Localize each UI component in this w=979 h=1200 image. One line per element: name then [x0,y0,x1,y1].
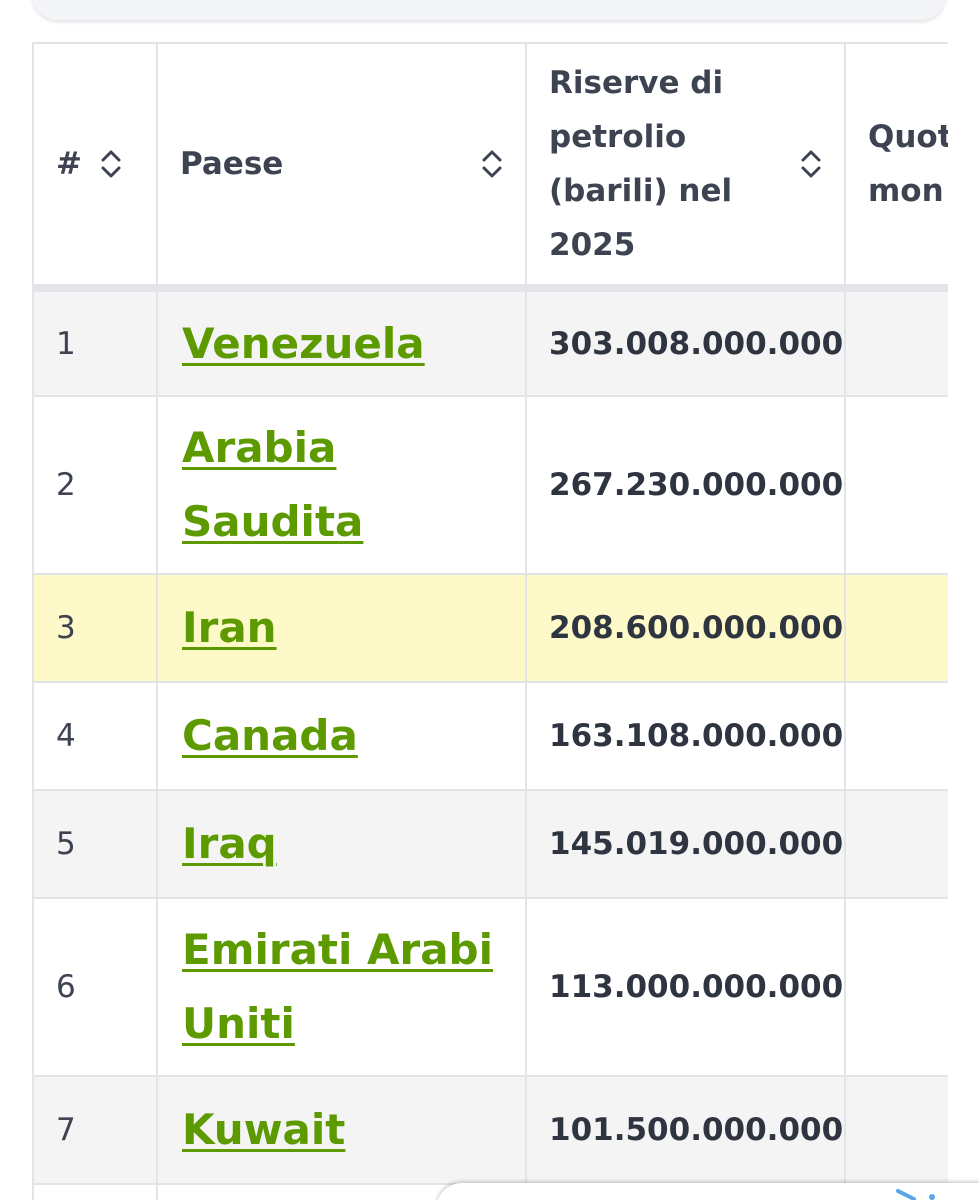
country-link[interactable]: Venezuela [182,318,425,368]
row-share [845,574,948,683]
row-reserves: 267.230.000.000 [526,396,846,575]
row-share [845,898,948,1077]
sort-updown-icon[interactable] [800,147,822,181]
header-share[interactable]: Quota mon [845,44,948,292]
row-share [845,396,948,575]
table-scroll-container[interactable]: # Paese [32,42,948,1200]
table-body: 1 Venezuela 303.008.000.000 2 Arabia Sau… [34,288,948,1200]
row-rank: 4 [34,682,158,791]
country-link[interactable]: Arabia Saudita [182,423,364,546]
country-link[interactable]: Emirati Arabi Uniti [182,925,494,1048]
row-reserves: 145.019.000.000 [526,790,846,899]
header-reserves-label: Riserve di petrolio (barili) nel 2025 [549,65,733,263]
table-row-highlighted: 3 Iran 208.600.000.000 [34,574,948,683]
row-reserves: 303.008.000.000 [526,288,846,397]
row-share [845,288,948,397]
table-row: 1 Venezuela 303.008.000.000 [34,288,948,397]
table-header-row: # Paese [34,44,948,292]
row-share [845,682,948,791]
country-link[interactable]: Canada [182,711,358,760]
row-rank [34,1184,158,1200]
table-row: 5 Iraq 145.019.000.000 [34,790,948,899]
row-rank: 6 [34,898,158,1077]
row-reserves: 101.500.000.000 [526,1076,846,1185]
country-link[interactable]: Kuwait [182,1105,346,1154]
header-num[interactable]: # [34,44,158,292]
header-reserves[interactable]: Riserve di petrolio (barili) nel 2025 [526,44,846,292]
row-share [845,1076,948,1185]
table-row: 7 Kuwait 101.500.000.000 [34,1076,948,1185]
table-row: 2 Arabia Saudita 267.230.000.000 [34,396,948,575]
row-country-cell: Emirati Arabi Uniti [157,898,527,1077]
row-rank: 5 [34,790,158,899]
row-country-cell: Iraq [157,790,527,899]
header-country[interactable]: Paese [157,44,527,292]
row-rank: 1 [34,288,158,397]
row-share [845,790,948,899]
header-share-label: Quota mon [868,119,948,209]
sort-updown-icon[interactable] [100,147,122,181]
top-card [32,0,946,20]
row-reserves: 163.108.000.000 [526,682,846,791]
header-country-label: Paese [180,146,284,182]
table-row: 6 Emirati Arabi Uniti 113.000.000.000 [34,898,948,1077]
row-country-cell: Venezuela [157,288,527,397]
play-icon[interactable] [896,1187,956,1200]
sort-updown-icon[interactable] [481,147,503,181]
row-country-cell: Iran [157,574,527,683]
oil-reserves-table: # Paese [34,44,948,1200]
row-reserves: 208.600.000.000 [526,574,846,683]
row-rank: 3 [34,574,158,683]
row-country-cell: Arabia Saudita [157,396,527,575]
country-link[interactable]: Iraq [182,819,277,868]
row-country-cell: Kuwait [157,1076,527,1185]
header-num-label: # [56,146,82,182]
row-rank: 2 [34,396,158,575]
bottom-sheet-card[interactable] [436,1183,979,1200]
country-link[interactable]: Iran [182,603,277,652]
row-rank: 7 [34,1076,158,1185]
table-row: 4 Canada 163.108.000.000 [34,682,948,791]
row-country-cell [157,1184,527,1200]
row-reserves: 113.000.000.000 [526,898,846,1077]
row-country-cell: Canada [157,682,527,791]
